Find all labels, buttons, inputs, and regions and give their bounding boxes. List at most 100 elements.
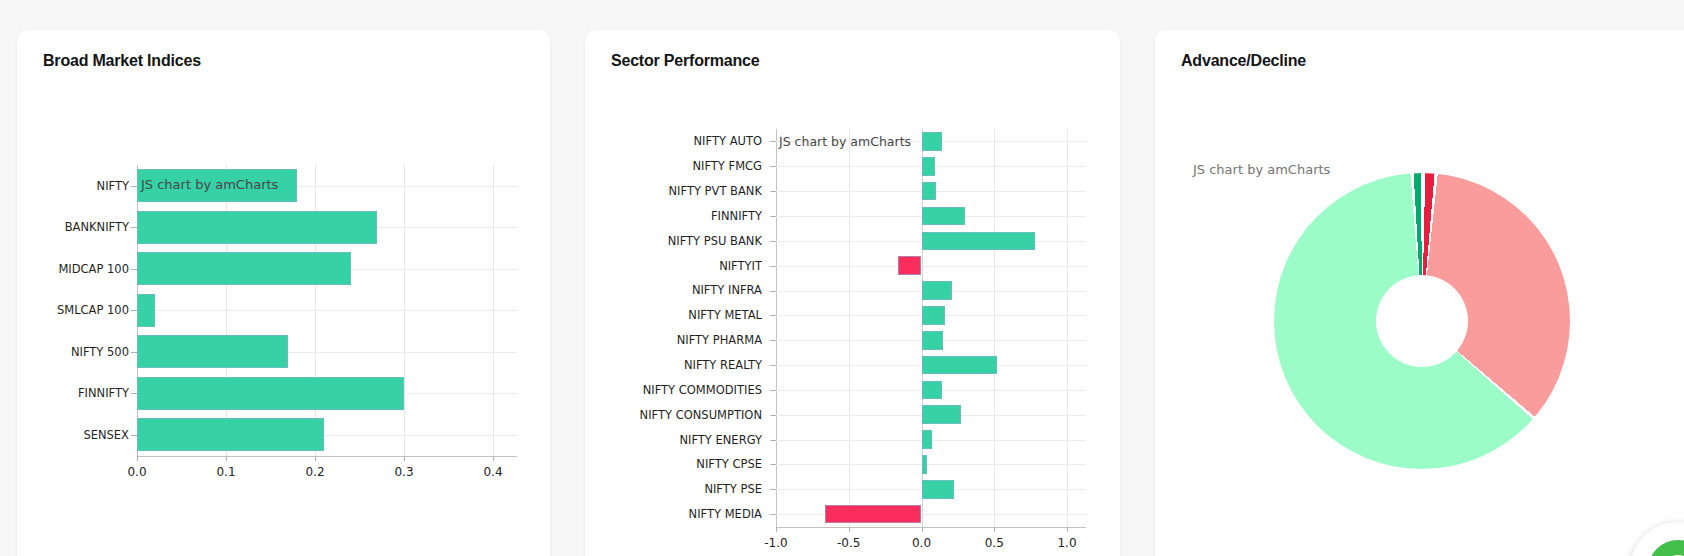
category-axis: NIFTY AUTO NIFTY FMCG NIFTY PVT BANK FINNIF… (611, 129, 762, 528)
broad-market-indices-chart: NIFTY BANKNIFTY MIDCAP 100 SMLCAP 100 NIFTY … (43, 165, 524, 457)
category-label: NIFTY CONSUMPTION (611, 402, 762, 427)
gridline (994, 129, 995, 527)
category-label-text: NIFTY (97, 179, 129, 193)
bar-midcap-100[interactable] (137, 252, 351, 285)
category-label-text: NIFTY 500 (71, 345, 129, 359)
category-label-text: NIFTY REALTY (684, 358, 762, 372)
category-label: SMLCAP 100 (43, 290, 129, 332)
bar-nifty-500[interactable] (137, 335, 288, 368)
category-label-text: MIDCAP 100 (58, 262, 129, 276)
bar-nifty-commodities[interactable] (922, 381, 942, 400)
category-label-text: NIFTY COMMODITIES (643, 383, 762, 397)
axis-tick (770, 464, 776, 465)
x-tick-label: 0.0 (107, 465, 167, 479)
axis-tick (404, 456, 405, 461)
axis-tick (770, 241, 776, 242)
category-label-text: NIFTY FMCG (692, 159, 762, 173)
bar-nifty-cpse[interactable] (922, 455, 928, 474)
axis-tick (770, 291, 776, 292)
axis-tick (493, 456, 494, 461)
bar-nifty-auto[interactable] (922, 132, 942, 151)
category-label: NIFTY MEDIA (611, 502, 762, 527)
axis-tick (770, 390, 776, 391)
gridline (776, 266, 1086, 267)
gridline (776, 514, 1086, 515)
advance-decline-chart (1274, 173, 1684, 469)
category-label-text: BANKNIFTY (65, 220, 129, 234)
category-label: FINNIFTY (43, 373, 129, 415)
category-label-text: SMLCAP 100 (57, 303, 129, 317)
dashboard-page: { "cards": [ {"title": "Broad Market Ind… (0, 0, 1684, 556)
category-label-text: NIFTY CONSUMPTION (640, 408, 762, 422)
category-label-text: NIFTY PSE (704, 482, 762, 496)
category-label-text: NIFTYIT (719, 259, 762, 273)
axis-tick (1067, 527, 1068, 532)
category-label: NIFTY PHARMA (611, 328, 762, 353)
bar-nifty-psu-bank[interactable] (922, 232, 1035, 251)
category-axis: NIFTY BANKNIFTY MIDCAP 100 SMLCAP 100 NIFTY … (43, 165, 129, 457)
bar-nifty-pse[interactable] (922, 480, 954, 499)
axis-tick (226, 456, 227, 461)
category-label: SENSEX (43, 414, 129, 456)
gridline (849, 129, 850, 527)
category-label: NIFTY AUTO (611, 129, 762, 154)
bar-finnifty[interactable] (922, 207, 966, 226)
axis-tick (315, 456, 316, 461)
axis-tick (770, 340, 776, 341)
bar-nifty-infra[interactable] (922, 281, 953, 300)
axis-tick (994, 527, 995, 532)
axis-tick (770, 440, 776, 441)
card-title-advance-decline: Advance/Decline (1181, 52, 1684, 70)
axis-tick (770, 216, 776, 217)
x-tick-label: -0.5 (819, 536, 879, 550)
gridline (776, 129, 777, 527)
amcharts-watermark[interactable]: JS chart by amCharts (141, 177, 278, 192)
advance-decline-donut[interactable] (1274, 173, 1570, 469)
category-label-text: NIFTY CPSE (696, 457, 762, 471)
category-label: NIFTY REALTY (611, 353, 762, 378)
category-label-text: NIFTY PSU BANK (668, 234, 762, 248)
axis-tick (849, 527, 850, 532)
axis-tick (770, 266, 776, 267)
bar-nifty-pharma[interactable] (922, 331, 944, 350)
axis-tick (770, 191, 776, 192)
plot-area: 0.00.10.20.30.4JS chart by amCharts (137, 165, 517, 457)
axis-tick (770, 489, 776, 490)
axis-tick (770, 415, 776, 416)
bar-finnifty[interactable] (137, 377, 404, 410)
bar-sensex[interactable] (137, 418, 324, 451)
category-label-text: NIFTY MEDIA (689, 507, 762, 521)
category-label-text: NIFTY PVT BANK (669, 184, 763, 198)
category-label-text: NIFTY METAL (688, 308, 762, 322)
card-broad-market-indices: Broad Market Indices NIFTY BANKNIFTY MIDCA… (17, 30, 550, 556)
category-label-text: NIFTY PHARMA (677, 333, 762, 347)
bar-niftyit[interactable] (898, 256, 921, 275)
bar-nifty-realty[interactable] (922, 356, 998, 375)
x-tick-label: 0.1 (196, 465, 256, 479)
amcharts-watermark[interactable]: JS chart by amCharts (779, 134, 911, 149)
bar-nifty-fmcg[interactable] (922, 157, 935, 176)
category-label: FINNIFTY (611, 204, 762, 229)
axis-tick (770, 514, 776, 515)
sector-performance-chart: NIFTY AUTO NIFTY FMCG NIFTY PVT BANK FINNIF… (611, 129, 1094, 528)
bar-nifty-energy[interactable] (922, 430, 932, 449)
axis-tick (776, 527, 777, 532)
x-tick-label: -1.0 (746, 536, 806, 550)
bar-nifty-pvt-bank[interactable] (922, 182, 937, 201)
bar-nifty-media[interactable] (825, 505, 921, 524)
category-label-text: FINNIFTY (711, 209, 762, 223)
bar-banknifty[interactable] (137, 211, 377, 244)
bar-nifty-consumption[interactable] (922, 405, 961, 424)
category-label: NIFTY PVT BANK (611, 179, 762, 204)
card-title-sector-performance: Sector Performance (611, 52, 1094, 70)
x-tick-label: 0.2 (285, 465, 345, 479)
category-label-text: NIFTY INFRA (692, 283, 762, 297)
card-sector-performance: Sector Performance NIFTY AUTONIFTY FMCGN… (585, 30, 1120, 556)
card-title-broad-market-indices: Broad Market Indices (43, 52, 524, 70)
axis-tick (770, 141, 776, 142)
x-tick-label: 0.4 (463, 465, 523, 479)
bar-smlcap-100[interactable] (137, 294, 155, 327)
card-advance-decline: Advance/Decline JS chart by amCharts (1155, 30, 1684, 556)
axis-tick (137, 456, 138, 461)
bar-nifty-metal[interactable] (922, 306, 945, 325)
